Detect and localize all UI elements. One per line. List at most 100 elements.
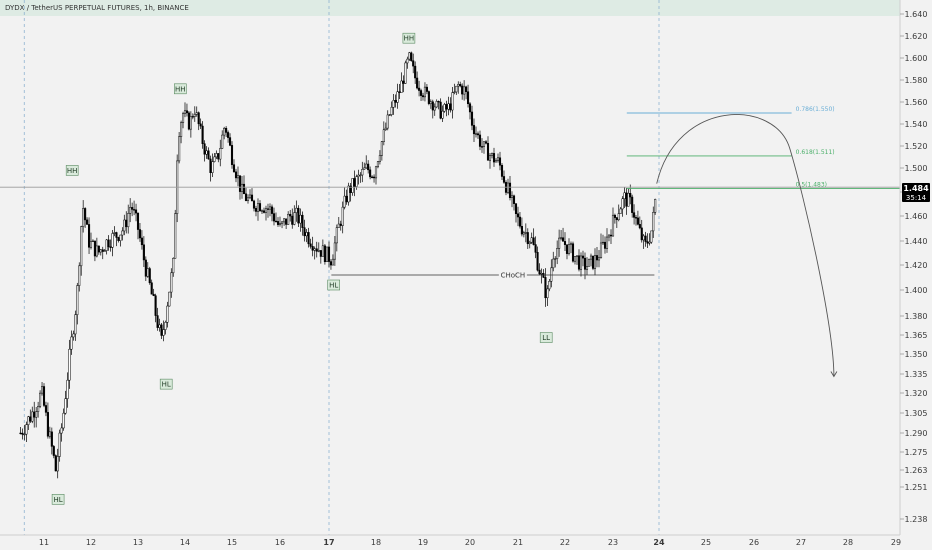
candle-body (412, 60, 415, 67)
candle-body (611, 214, 615, 237)
time-tick-label: 21 (513, 538, 523, 547)
candle-body (325, 246, 329, 263)
candle-body (402, 80, 405, 84)
candle-body (540, 273, 543, 275)
candle-body (593, 255, 597, 269)
annotations-layer: CHoCH 0.786(1.550) 0.618(1.511) 0.5(1.483) H… (0, 32, 900, 505)
bar-countdown: 35:14 (906, 194, 927, 202)
time-tick-label: 19 (418, 538, 428, 547)
candle-body (27, 416, 30, 425)
candle-body (423, 86, 427, 98)
candle-body (575, 255, 579, 257)
candle-body (544, 277, 547, 299)
structure-label-box (402, 32, 416, 44)
candle-body (215, 153, 218, 158)
choch-label-bg (498, 270, 527, 280)
candle-body (39, 392, 42, 407)
candle-body (170, 272, 173, 293)
candle-body (80, 226, 83, 267)
candle-body (317, 250, 320, 252)
candle-body (123, 219, 126, 232)
structure-label-box (51, 494, 65, 505)
candle-body (225, 127, 228, 133)
candle-body (561, 237, 565, 242)
candle-body (33, 411, 36, 418)
projection-arc (656, 114, 835, 377)
candle-body (587, 258, 591, 267)
time-tick-label: 18 (371, 538, 381, 547)
candle-body (376, 161, 380, 168)
candle-body (341, 206, 344, 226)
price-tick-label: 1.263 (905, 466, 928, 475)
candle-body (429, 101, 432, 104)
candle-body (160, 324, 163, 336)
candle-body (97, 245, 100, 253)
candle-body (162, 329, 165, 336)
candle-body (103, 250, 106, 252)
candle-body (514, 203, 518, 214)
candle-body (35, 411, 38, 418)
candle-body (183, 110, 187, 114)
candle-body (148, 268, 151, 283)
candle-body (345, 195, 348, 203)
candle-body (230, 145, 234, 165)
candle-body (99, 249, 102, 253)
candle-body (418, 87, 421, 91)
candle-body (398, 91, 401, 93)
candle-body (372, 176, 376, 179)
candle-body (631, 196, 634, 213)
price-tick-label: 1.251 (905, 483, 928, 492)
candle-body (488, 155, 492, 161)
candle-body (42, 386, 46, 406)
candle-body (353, 178, 356, 187)
candle-body (54, 455, 57, 472)
price-tick-label: 1.365 (905, 331, 928, 340)
candle-body (476, 133, 480, 136)
candle-body (131, 207, 134, 210)
candle-body (217, 153, 220, 160)
candle-body (443, 104, 446, 112)
candle-body (482, 141, 486, 147)
price-axis[interactable] (900, 0, 932, 535)
candle-body (238, 175, 242, 192)
candle-body (571, 243, 575, 262)
candle-body (472, 125, 476, 135)
candle-body (52, 446, 55, 456)
candle-body (48, 431, 51, 437)
candle-body (558, 237, 561, 249)
candle-body (272, 213, 276, 222)
time-tick-label: 16 (275, 538, 285, 547)
structure-label-text: LL (542, 334, 550, 342)
candle-body (461, 85, 464, 95)
candle-body (166, 305, 169, 323)
candle-body (154, 295, 157, 316)
candle-body (595, 255, 599, 261)
candle-body (382, 129, 385, 142)
candle-body (299, 214, 302, 224)
candle-body (530, 237, 533, 243)
candle-body (470, 111, 474, 126)
candle-body (240, 183, 244, 192)
candle-body (640, 227, 643, 241)
candle-body (172, 258, 175, 274)
candle-body (31, 411, 34, 422)
candle-body (87, 224, 91, 248)
candle-body (585, 266, 589, 270)
candle-body (478, 134, 482, 147)
time-tick-label: 22 (560, 538, 570, 547)
candle-body (447, 103, 450, 110)
candle-body (494, 160, 498, 163)
candle-body (435, 101, 438, 108)
candle-body (117, 237, 120, 241)
candle-body (70, 336, 73, 350)
candle-body (136, 212, 140, 230)
candle-body (636, 217, 639, 225)
candle-body (526, 232, 529, 245)
time-tick-label: 27 (796, 538, 806, 547)
time-axis[interactable] (0, 535, 932, 550)
candle-body (236, 175, 240, 179)
candle-body (113, 232, 116, 234)
candle-body (347, 185, 350, 203)
candle-body (492, 153, 496, 163)
